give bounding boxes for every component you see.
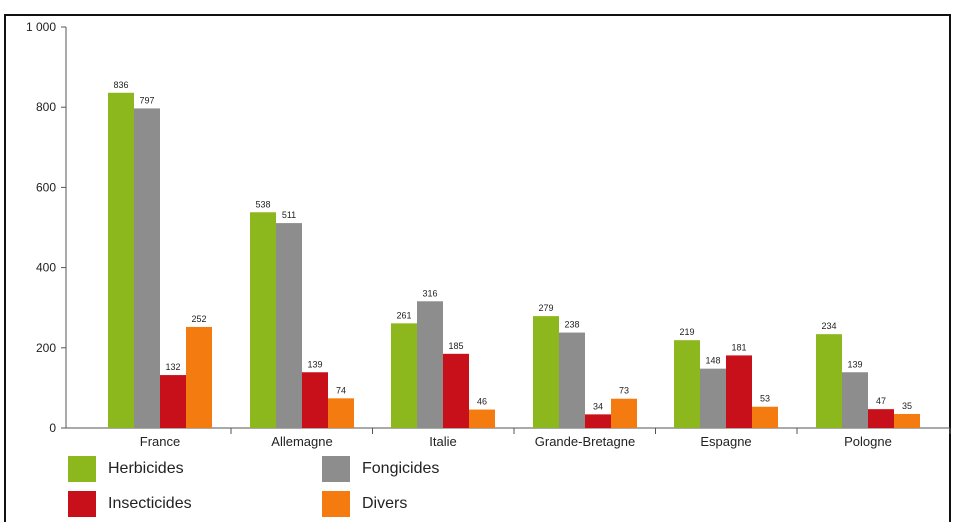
bar-divers [186, 326, 212, 428]
legend-label-insecticides: Insecticides [108, 495, 192, 512]
labels: France 836 797 132 252 Allemagne 538 511 139 74 It… [113, 80, 912, 449]
data-label: 35 [902, 401, 912, 411]
data-label: 279 [538, 303, 553, 313]
legend-swatch-divers [322, 491, 350, 517]
data-label: 797 [139, 95, 154, 105]
bar-divers [328, 398, 354, 428]
bar-insecticides [160, 375, 186, 428]
y-tick-label: 200 [36, 341, 56, 355]
y-tick-label: 600 [36, 180, 56, 194]
y-tick-label: 0 [49, 421, 56, 435]
bar-insecticides [443, 353, 469, 428]
data-label: 538 [255, 199, 270, 209]
y-tick-label: 400 [36, 261, 56, 275]
legend-label-herbicides: Herbicides [108, 460, 184, 477]
bar-insecticides [585, 414, 611, 428]
bar-fongicides [842, 372, 868, 428]
bar-insecticides [726, 355, 752, 428]
data-label: 219 [679, 327, 694, 337]
data-label: 47 [876, 396, 886, 406]
bars [108, 92, 920, 428]
data-label: 139 [847, 359, 862, 369]
x-tick-label: Italie [429, 434, 456, 449]
data-label: 46 [477, 397, 487, 407]
bar-divers [752, 406, 778, 428]
data-label: 34 [593, 401, 603, 411]
data-label: 234 [821, 321, 836, 331]
chart-frame [4, 14, 951, 522]
y-tick-label: 1 000 [26, 20, 56, 34]
legend-label-divers: Divers [362, 495, 408, 512]
legend-item-insecticides: Insecticides [68, 491, 192, 517]
legend-item-divers: Divers [322, 491, 407, 517]
x-tick-label: Allemagne [271, 434, 332, 449]
data-label: 238 [564, 320, 579, 330]
x-tick-label: Grande-Bretagne [535, 434, 635, 449]
bar-fongicides [417, 301, 443, 428]
bar-fongicides [559, 332, 585, 428]
data-label: 181 [731, 342, 746, 352]
data-label: 185 [448, 341, 463, 351]
legend-swatch-fongicides [322, 456, 350, 482]
legend-item-fongicides: Fongicides [322, 456, 439, 482]
x-tick-label: Espagne [700, 434, 751, 449]
bar-herbicides [250, 212, 276, 428]
data-label: 132 [165, 362, 180, 372]
data-label: 53 [760, 394, 770, 404]
data-label: 139 [307, 359, 322, 369]
bar-fongicides [700, 368, 726, 428]
bar-herbicides [391, 323, 417, 428]
bar-insecticides [868, 409, 894, 428]
data-label: 836 [113, 80, 128, 90]
legend-swatch-herbicides [68, 456, 96, 482]
data-label: 252 [191, 314, 206, 324]
data-label: 148 [705, 356, 720, 366]
x-tick-label: Pologne [844, 434, 892, 449]
data-label: 73 [619, 386, 629, 396]
bar-herbicides [108, 92, 134, 428]
bar-divers [611, 398, 637, 428]
bar-divers [894, 413, 920, 428]
bar-herbicides [674, 340, 700, 428]
axes: 0 200 400 600 800 1 000 [26, 20, 951, 435]
bar-divers [469, 409, 495, 428]
data-label: 511 [282, 210, 296, 220]
legend-swatch-insecticides [68, 491, 96, 517]
y-tick-label: 800 [36, 100, 56, 114]
bar-fongicides [276, 223, 302, 428]
bar-fongicides [134, 108, 160, 428]
x-tick-label: France [140, 434, 180, 449]
data-label: 261 [396, 310, 411, 320]
data-label: 316 [422, 288, 437, 298]
legend-item-herbicides: Herbicides [68, 456, 184, 482]
legend-label-fongicides: Fongicides [362, 460, 440, 477]
data-label: 74 [336, 385, 346, 395]
bar-herbicides [816, 334, 842, 428]
bar-herbicides [533, 316, 559, 428]
bar-insecticides [302, 372, 328, 428]
